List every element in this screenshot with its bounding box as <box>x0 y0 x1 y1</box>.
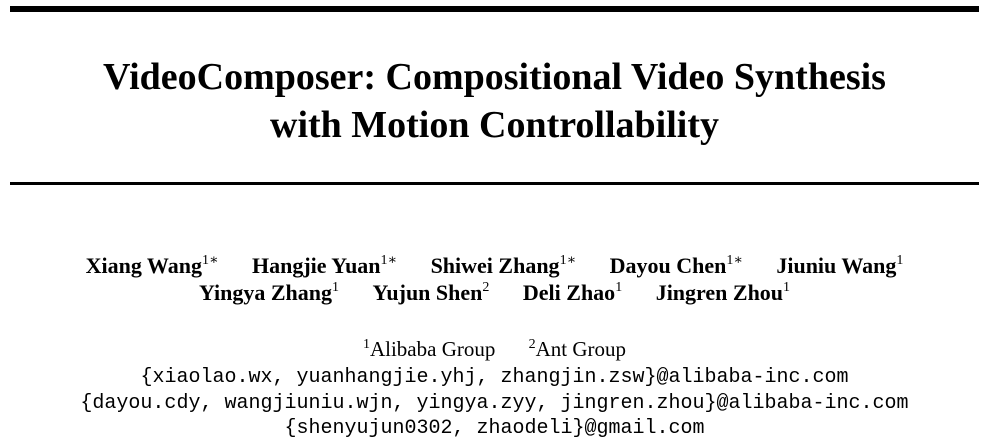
author: Jingren Zhou1 <box>656 280 790 306</box>
author-affiliation-mark: 1∗ <box>726 253 743 268</box>
affiliation: 2Ant Group <box>529 336 626 362</box>
author: Jiuniu Wang1 <box>776 253 903 279</box>
email-line-3: {shenyujun0302, zhaodeli}@gmail.com <box>284 417 705 440</box>
author-affiliation-mark: 1 <box>332 280 340 295</box>
author-affiliation-mark: 1 <box>615 280 623 295</box>
author-name: Jingren Zhou <box>655 280 784 305</box>
paper-title: VideoComposer: Compositional Video Synth… <box>0 53 989 149</box>
author-row-1: Xiang Wang1∗ Hangjie Yuan1∗ Shiwei Zhang… <box>0 253 989 279</box>
affiliation-mark: 2 <box>528 337 536 352</box>
author-affiliation-mark: 1∗ <box>559 253 577 268</box>
author-row-2: Yingya Zhang1 Yujun Shen2 Deli Zhao1 Jin… <box>0 280 989 306</box>
author-name: Yujun Shen <box>372 280 483 305</box>
author-name: Jiuniu Wang <box>776 253 897 278</box>
author: Dayou Chen1∗ <box>610 253 743 279</box>
author: Deli Zhao1 <box>523 280 622 306</box>
top-rule <box>10 6 979 12</box>
author-affiliation-mark: 1∗ <box>380 253 398 268</box>
affiliation-name: Alibaba Group <box>369 337 496 361</box>
author-name: Xiang Wang <box>85 253 202 278</box>
email-line-1: {xiaolao.wx, yuanhangjie.yhj, zhangjin.z… <box>140 366 849 389</box>
author-name: Hangjie Yuan <box>251 253 381 278</box>
title-line-1: VideoComposer: Compositional Video Synth… <box>103 56 886 98</box>
author: Shiwei Zhang1∗ <box>431 253 577 279</box>
affiliation-name: Ant Group <box>535 337 627 361</box>
author-affiliation-mark: 1 <box>783 280 791 295</box>
author: Yingya Zhang1 <box>199 280 339 306</box>
author-name: Shiwei Zhang <box>430 253 560 278</box>
affiliation-mark: 1 <box>362 337 370 352</box>
author-name: Yingya Zhang <box>198 280 333 305</box>
email-line-2: {dayou.cdy, wangjiuniu.wjn, yingya.zyy, … <box>80 392 909 415</box>
author-name: Deli Zhao <box>522 280 616 305</box>
author-affiliation-mark: 1∗ <box>201 253 219 268</box>
affiliations: 1Alibaba Group 2Ant Group <box>0 336 989 362</box>
author-affiliation-mark: 2 <box>482 280 490 295</box>
author-affiliation-mark: 1 <box>896 253 904 268</box>
author-name: Dayou Chen <box>609 253 727 278</box>
author: Hangjie Yuan1∗ <box>252 253 397 279</box>
bottom-rule <box>10 182 979 185</box>
affiliation: 1Alibaba Group <box>363 336 495 362</box>
title-line-2: with Motion Controllability <box>270 104 719 146</box>
author: Yujun Shen2 <box>373 280 490 306</box>
author: Xiang Wang1∗ <box>86 253 219 279</box>
